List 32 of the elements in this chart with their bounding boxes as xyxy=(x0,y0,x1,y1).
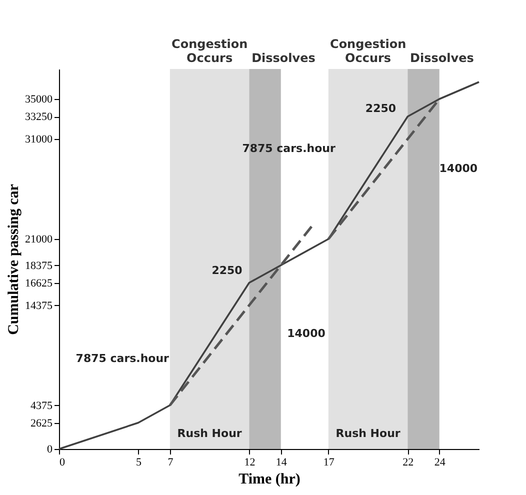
y-axis-title: Cumulative passing car xyxy=(6,184,22,335)
x-tick-label: 14 xyxy=(276,456,288,468)
annotation: 2250 xyxy=(212,264,243,277)
x-tick-label: 12 xyxy=(244,456,256,468)
x-tick-label: 24 xyxy=(434,456,446,468)
annotation: 2250 xyxy=(365,102,396,115)
y-tick-label: 4375 xyxy=(30,400,53,412)
annotation: Rush Hour xyxy=(336,427,401,440)
band-label: Dissolves xyxy=(252,51,316,65)
y-tick-label: 16625 xyxy=(25,277,53,290)
band-label: Congestion Occurs xyxy=(330,37,406,65)
x-tick-label: 7 xyxy=(168,456,174,468)
x-tick-label: 17 xyxy=(323,456,335,468)
x-tick-label: 5 xyxy=(136,456,142,468)
band-label: Congestion Occurs xyxy=(172,37,248,65)
x-axis-title: Time (hr) xyxy=(238,472,300,488)
y-tick-label: 21000 xyxy=(25,234,53,246)
y-tick-label: 2625 xyxy=(30,417,53,430)
y-tick-label: 0 xyxy=(47,444,53,456)
y-tick-label: 31000 xyxy=(25,134,53,146)
y-tick-label: 33250 xyxy=(25,111,53,123)
band-label: Dissolves xyxy=(410,51,474,65)
annotation: 7875 cars.hour xyxy=(76,352,170,365)
x-tick-label: 0 xyxy=(60,456,66,468)
y-tick-label: 35000 xyxy=(25,94,53,106)
annotation: Rush Hour xyxy=(177,427,242,440)
annotation: 7875 cars.hour xyxy=(242,142,336,155)
annotation: 14000 xyxy=(439,162,478,175)
x-tick-label: 22 xyxy=(402,456,414,468)
y-tick-label: 18375 xyxy=(25,260,53,272)
annotation: 14000 xyxy=(287,327,326,340)
y-tick-label: 14375 xyxy=(25,300,53,312)
